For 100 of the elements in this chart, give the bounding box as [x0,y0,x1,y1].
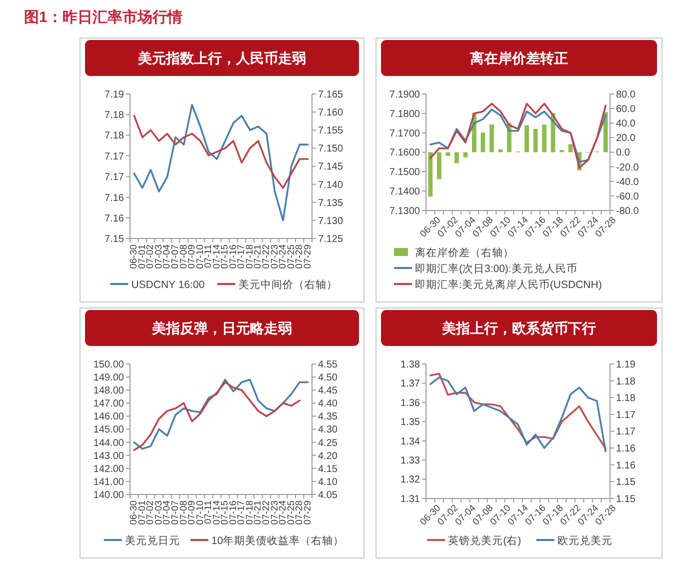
y-tick-label: 1.32 [400,474,420,486]
y2-tick-label: 1.19 [616,360,636,370]
y-tick-label: 7.18 [104,130,124,142]
legend-label: 即期汇率:美元兑离岸人民币(USDCNH) [415,278,602,291]
line-series [133,104,309,222]
legend-label: 10年期美债收益率（右轴） [211,534,344,547]
y-tick-label: 7.19 [104,90,124,100]
y2-tick-label: 4.20 [318,450,338,462]
y2-tick-label: 4.25 [318,438,338,449]
y2-tick-label: 7.135 [318,198,344,209]
y2-tick-label: 1.15 [616,477,636,488]
y-tick-label: 1.37 [400,378,420,390]
y2-tick-label: 4.30 [318,424,338,436]
y2-tick-label: -80.0 [616,206,640,217]
line-series [429,108,607,163]
x-tick-label: 07-21 [252,500,264,525]
bar [533,128,538,152]
y-tick-label: 7.17 [104,151,124,162]
y-tick-label: 150.00 [93,360,124,370]
y-tick-label: 149.00 [93,372,124,384]
y-tick-label: 141.00 [93,476,124,488]
legend-label: 离在岸价差（右轴） [415,246,514,259]
y-tick-label: 7.16 [104,213,124,224]
bar [428,152,433,197]
y2-tick-label: 7.125 [318,234,344,245]
bar [446,152,450,156]
bar [542,124,546,152]
y-tick-label: 7.17 [104,172,124,184]
y-tick-label: 147.00 [93,398,124,410]
y2-tick-label: 4.45 [318,386,338,397]
x-tick-label: 07-04 [162,244,173,269]
y-tick-label: 7.1400 [389,186,420,198]
y-tick-label: 7.1600 [389,148,420,159]
y2-tick-label: 1.16 [616,444,636,455]
line-series [133,114,309,189]
y2-tick-label: 20.0 [616,133,636,144]
y-tick-label: 143.00 [93,450,124,462]
bar [524,125,529,152]
y-tick-label: 7.15 [104,234,124,245]
chart-title: 美元指数上行，人民币走弱 [137,50,306,67]
line-series [429,102,607,169]
y2-tick-label: 7.130 [318,216,344,227]
y2-tick-label: 1.15 [616,494,636,505]
y2-tick-label: 1.18 [616,376,636,388]
y2-tick-label: 4.50 [318,372,338,384]
y2-tick-label: 7.155 [318,126,344,137]
y-tick-label: 1.36 [400,398,420,409]
y2-tick-label: 1.17 [616,410,636,421]
y2-tick-label: 4.35 [318,412,338,423]
y-tick-label: 1.33 [400,456,420,467]
y2-tick-label: 4.10 [318,476,338,488]
y2-tick-label: 60.0 [616,104,636,116]
bar [436,152,442,180]
bar [568,144,573,152]
y-tick-label: 1.35 [400,417,420,428]
bar [454,152,459,164]
chart-title: 美指上行，欧系货币下行 [441,320,596,337]
y-tick-label: 7.1900 [389,90,420,100]
y2-tick-label: 1.18 [616,393,636,404]
x-tick-label: 07-04 [162,500,173,525]
y2-tick-label: -60.0 [616,191,640,202]
y2-tick-label: 7.145 [318,162,344,173]
legend-label: 即期汇率(次日3:00):美元兑人民币 [415,262,578,275]
y2-tick-label: 1.17 [616,426,636,438]
y-tick-label: 1.34 [400,436,420,448]
y-tick-label: 144.00 [93,438,124,449]
y-tick-label: 1.31 [400,494,420,505]
y2-tick-label: 4.40 [318,398,338,410]
y-tick-label: 146.00 [93,412,124,423]
y-tick-label: 140.00 [93,490,124,501]
y-tick-label: 148.00 [93,386,124,397]
y-tick-label: 7.1500 [389,167,420,178]
legend-label: 欧元兑美元 [557,534,612,547]
y2-tick-label: -20.0 [616,162,640,174]
y2-tick-label: 4.55 [318,360,338,370]
bar [463,152,468,158]
y2-tick-label: 7.150 [318,144,344,155]
y-tick-label: 7.1800 [389,108,420,120]
y2-tick-label: 7.140 [318,180,344,191]
bar [603,112,608,152]
y-tick-label: 7.1700 [389,128,420,140]
bar [480,132,486,152]
y-tick-label: 1.38 [400,360,420,370]
y2-tick-label: 7.165 [318,90,344,100]
legend-label: 美元中间价（右轴） [238,278,338,291]
y2-tick-label: -40.0 [616,176,640,188]
y-tick-label: 7.18 [104,110,124,122]
x-tick-label: 07-21 [252,244,264,269]
y2-tick-label: 1.16 [616,460,636,472]
legend-label: USDCNY 16:00 [131,279,205,291]
y2-tick-label: 7.160 [318,108,344,119]
chart-title: 离在岸价差转正 [469,50,568,67]
y2-tick-label: 0.0 [616,148,630,159]
legend-label: 英镑兑美元(右) [448,534,522,547]
y2-tick-label: 4.15 [318,464,338,475]
y-tick-label: 7.1300 [389,206,420,217]
y2-tick-label: 40.0 [616,118,636,130]
bar [490,124,494,152]
y2-tick-label: 80.0 [616,90,636,100]
legend-label: 美元兑日元 [124,534,180,547]
